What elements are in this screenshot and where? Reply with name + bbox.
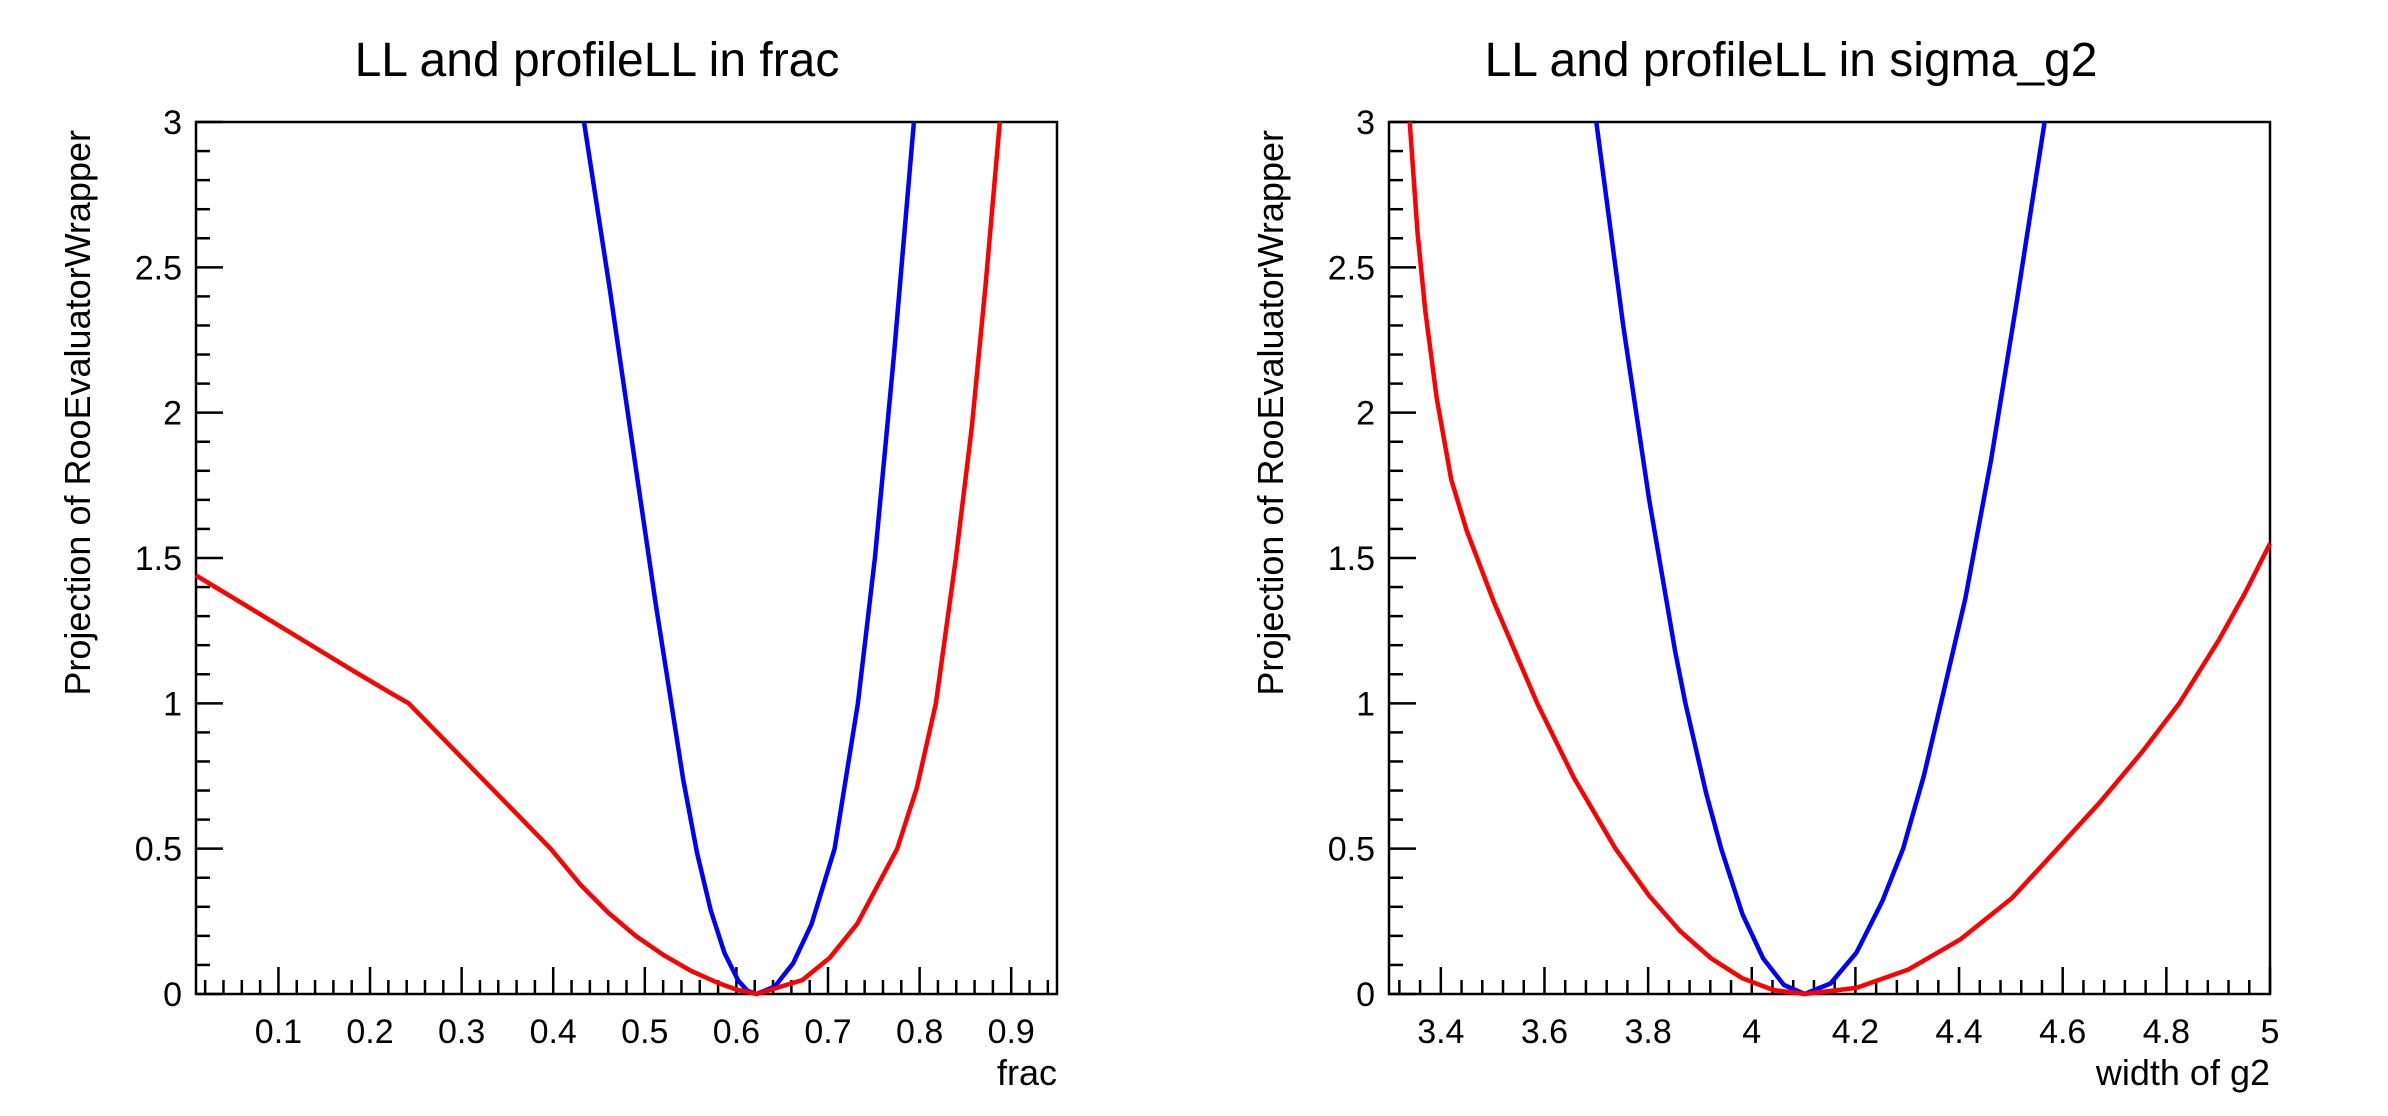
x-tick-label: 4.8 [2143,1013,2190,1051]
x-tick-label: 3.8 [1624,1013,1671,1051]
x-tick-label: 4.6 [2039,1013,2086,1051]
plot1-x-axis-title: frac [997,1052,1057,1093]
y-tick-label: 0 [1356,976,1375,1014]
y-tick-label: 3 [1356,104,1375,142]
x-tick-label: 0.6 [713,1013,760,1051]
x-tick-label: 0.7 [804,1013,851,1051]
y-tick-label: 3 [163,104,182,142]
y-tick-label: 2 [1356,395,1375,433]
plot-frac: 0.1 0.2 0.3 0.4 0.5 0.6 0.7 0.8 0.9 0 0.5 1 1.5 2 2.5 3 [135,104,1059,1051]
curve-profileLL [194,121,1003,997]
plot-sigma-g2: 3.4 3.6 3.8 4 4.2 4.4 4.6 4.8 5 0 0.5 1 1.5 2 2.5 3 [1328,104,2280,1051]
x-tick-label: 4.4 [1935,1013,1982,1051]
plot1-title: LL and profileLL in frac [355,34,840,87]
plot-frame [1387,120,2272,996]
x-tick-label: 0.8 [896,1013,943,1051]
x-tick-label: 5 [2261,1013,2280,1051]
plot2-x-axis-title: width of g2 [2095,1052,2270,1093]
y-tick-label: 0.5 [135,831,182,869]
x-tick-label: 0.5 [621,1013,668,1051]
plot2-title: LL and profileLL in sigma_g2 [1485,34,2098,87]
x-tick-label: 0.2 [346,1013,393,1051]
x-tick-label: 4.2 [1832,1013,1879,1051]
curve-profileLL [1407,121,2273,997]
x-tick-label: 0.3 [438,1013,485,1051]
y-tick-label: 0.5 [1328,831,1375,869]
x-tick-label: 0.9 [988,1013,1035,1051]
y-tick-label: 1.5 [1328,540,1375,578]
plot-frame [194,120,1059,996]
curve-LL [1594,121,2047,997]
y-tick-label: 1 [163,685,182,723]
y-tick-label: 2 [163,395,182,433]
y-tick-label: 0 [163,976,182,1014]
y-tick-label: 2.5 [135,249,182,287]
x-tick-label: 4 [1742,1013,1761,1051]
x-tick-label: 0.1 [255,1013,302,1051]
plot2-y-axis-title: Projection of RooEvaluatorWrapper [1250,130,1291,696]
y-tick-label: 1 [1356,685,1375,723]
x-tick-label: 0.4 [530,1013,577,1051]
plot1-y-axis-title: Projection of RooEvaluatorWrapper [57,130,98,696]
y-tick-label: 2.5 [1328,249,1375,287]
y-tick-label: 1.5 [135,540,182,578]
x-tick-label: 3.6 [1521,1013,1568,1051]
x-tick-label: 3.4 [1417,1013,1464,1051]
curve-LL [581,121,917,997]
